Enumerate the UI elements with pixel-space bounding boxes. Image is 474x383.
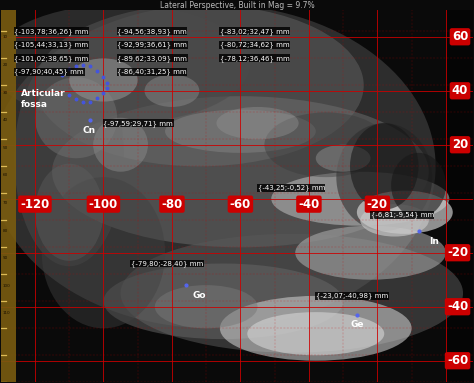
Text: 60: 60	[2, 173, 8, 177]
Ellipse shape	[295, 226, 446, 280]
Text: {-105,44;33,13} mm: {-105,44;33,13} mm	[14, 41, 89, 48]
Text: 20: 20	[2, 63, 8, 67]
Text: Ge: Ge	[350, 320, 364, 329]
Ellipse shape	[247, 312, 384, 355]
Ellipse shape	[350, 123, 419, 210]
Text: -80: -80	[161, 198, 182, 211]
Text: -120: -120	[20, 198, 50, 211]
Ellipse shape	[271, 172, 449, 226]
Text: -20: -20	[367, 198, 388, 211]
Ellipse shape	[217, 107, 299, 139]
Title: Lateral Perspective, Built in Mag = 9.7%: Lateral Perspective, Built in Mag = 9.7%	[160, 1, 314, 10]
Text: {-79,80;-28,40} mm: {-79,80;-28,40} mm	[131, 260, 203, 267]
Ellipse shape	[0, 4, 251, 123]
Ellipse shape	[103, 264, 343, 339]
Text: {-94,56;38,93} mm: {-94,56;38,93} mm	[117, 28, 187, 35]
Text: {-89,62;33,09} mm: {-89,62;33,09} mm	[117, 55, 187, 62]
Ellipse shape	[120, 234, 463, 353]
Ellipse shape	[391, 153, 446, 218]
Text: 100: 100	[2, 284, 10, 288]
Text: {-83,02;32,47} mm: {-83,02;32,47} mm	[220, 28, 290, 35]
Ellipse shape	[165, 110, 316, 153]
Ellipse shape	[35, 164, 103, 261]
Text: 80: 80	[2, 229, 8, 232]
Text: -60: -60	[230, 198, 251, 211]
Text: -40: -40	[447, 300, 468, 313]
Text: 50: 50	[2, 146, 8, 150]
Text: {-97,90;40,45} mm: {-97,90;40,45} mm	[14, 69, 84, 75]
Ellipse shape	[93, 118, 148, 172]
Ellipse shape	[220, 296, 411, 361]
Bar	[0, 10, 16, 382]
Text: 110: 110	[2, 311, 10, 315]
Text: -60: -60	[447, 354, 468, 367]
Text: 40: 40	[2, 118, 8, 122]
Text: 40: 40	[452, 84, 468, 97]
Text: 30: 30	[2, 90, 8, 95]
Text: {-103,78;36,26} mm: {-103,78;36,26} mm	[14, 28, 89, 35]
Text: {-101,02;38,65} mm: {-101,02;38,65} mm	[14, 55, 89, 62]
Text: {-43,25;-0,52} mm: {-43,25;-0,52} mm	[257, 185, 325, 192]
Text: Go: Go	[192, 291, 206, 300]
Ellipse shape	[155, 285, 257, 328]
Ellipse shape	[360, 204, 429, 237]
Text: 90: 90	[2, 256, 8, 260]
Text: {-86,40;31,25} mm: {-86,40;31,25} mm	[117, 69, 187, 75]
Ellipse shape	[357, 191, 453, 234]
Text: 60: 60	[452, 30, 468, 43]
Text: {-80,72;34,62} mm: {-80,72;34,62} mm	[220, 41, 290, 48]
Text: -100: -100	[89, 198, 118, 211]
Ellipse shape	[42, 177, 165, 328]
Text: {-92,99;36,61} mm: {-92,99;36,61} mm	[117, 41, 187, 48]
Ellipse shape	[337, 123, 432, 231]
Ellipse shape	[264, 112, 388, 177]
Ellipse shape	[35, 4, 364, 166]
Ellipse shape	[69, 58, 137, 101]
Ellipse shape	[316, 145, 371, 172]
Bar	[446, 10, 474, 382]
Text: 10: 10	[2, 35, 8, 39]
Text: 20: 20	[452, 138, 468, 151]
Text: Articular
fossa: Articular fossa	[21, 89, 66, 108]
Text: {-23,07;-40,98} mm: {-23,07;-40,98} mm	[316, 293, 388, 299]
Ellipse shape	[52, 96, 429, 247]
Text: In: In	[429, 237, 438, 246]
Text: {-97,59;29,71} mm: {-97,59;29,71} mm	[103, 120, 173, 126]
Ellipse shape	[35, 77, 117, 158]
Ellipse shape	[14, 50, 124, 266]
Text: 70: 70	[2, 201, 8, 205]
Ellipse shape	[145, 75, 200, 107]
Text: {-6,81;-9,54} mm: {-6,81;-9,54} mm	[371, 211, 434, 218]
Ellipse shape	[0, 4, 436, 328]
Text: -40: -40	[298, 198, 319, 211]
Text: -20: -20	[447, 246, 468, 259]
Text: Cn: Cn	[83, 126, 96, 135]
Text: {-78,12;36,46} mm: {-78,12;36,46} mm	[220, 55, 290, 62]
